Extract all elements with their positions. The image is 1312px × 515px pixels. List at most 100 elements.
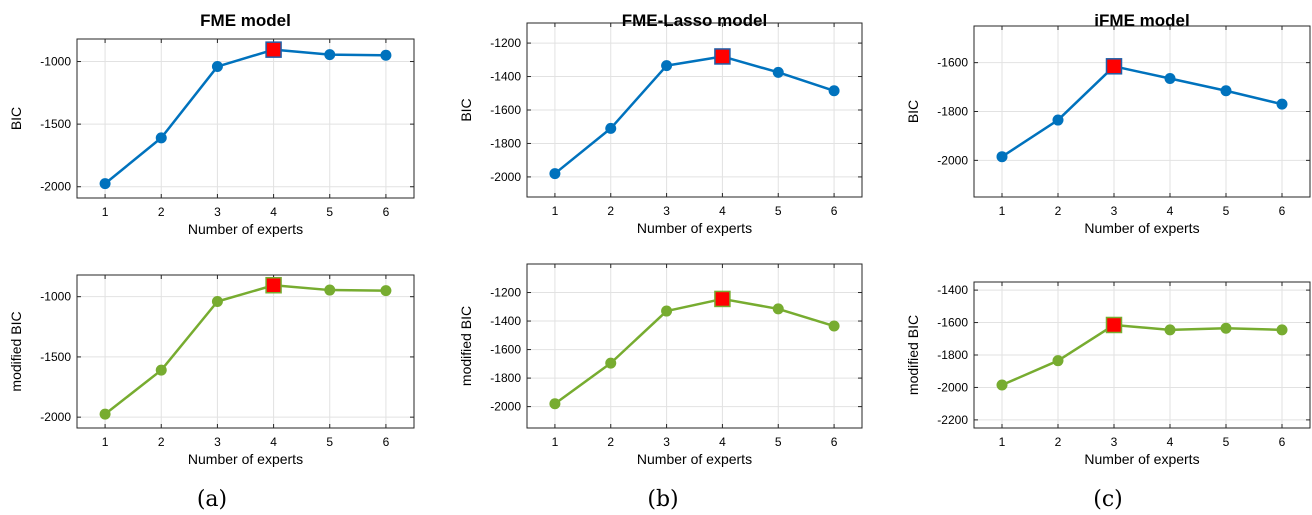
x-tick-label: 5 — [326, 205, 333, 219]
y-tick-label: -1800 — [937, 348, 968, 362]
x-tick-label: 2 — [158, 435, 165, 449]
x-axis-label: Number of experts — [637, 451, 752, 467]
data-point — [211, 61, 223, 73]
x-tick-label: 2 — [158, 205, 165, 219]
y-tick-label: -2000 — [490, 170, 521, 184]
y-tick-label: -1400 — [937, 283, 968, 297]
caption-a: (a) — [197, 487, 227, 512]
y-tick-label: -1000 — [40, 55, 71, 69]
x-tick-label: 6 — [1279, 435, 1286, 449]
x-tick-label: 2 — [607, 204, 614, 218]
series-line — [104, 48, 386, 185]
data-point — [155, 364, 167, 376]
y-tick-label: -1600 — [937, 316, 968, 330]
x-tick-label: 3 — [663, 435, 670, 449]
data-point — [99, 178, 111, 190]
y-tick-label: -1400 — [490, 314, 521, 328]
data-point — [1052, 355, 1064, 367]
caption-c: (c) — [1093, 487, 1123, 512]
selected-point-marker — [1105, 58, 1123, 75]
data-point — [1220, 85, 1232, 97]
x-tick-label: 4 — [719, 435, 726, 449]
data-point — [380, 285, 392, 297]
x-tick-label: 4 — [1167, 435, 1174, 449]
selected-point-marker — [1105, 316, 1123, 334]
y-tick-label: -1600 — [937, 56, 968, 70]
axes-box — [76, 38, 415, 199]
x-tick-label: 1 — [552, 435, 559, 449]
data-point — [661, 305, 673, 317]
x-tick-label: 4 — [719, 204, 726, 218]
fme-lasso-modified-bic-panel: 1 2 3 4 5 6 -2000 -1800 -1600 -1400 -1200 Number of… — [458, 263, 863, 467]
y-axis-label: BIC — [905, 100, 921, 123]
x-axis-label: Number of experts — [188, 451, 303, 467]
chart-title: FME-Lasso model — [622, 11, 767, 30]
ifme-modified-bic-panel: 1 2 3 4 5 6 -2200 -2000 -1800 -1600 -1400 Number of… — [905, 281, 1311, 467]
x-tick-label: 1 — [999, 435, 1006, 449]
fme-bic-panel: 1 2 3 4 5 6 -2000 -1500 -1000 Number of experts BI… — [8, 11, 415, 237]
data-point — [1052, 114, 1064, 126]
x-axis-label: Number of experts — [637, 220, 752, 236]
x-tick-label: 4 — [270, 435, 277, 449]
axes-box — [76, 274, 415, 429]
data-point — [1276, 98, 1288, 110]
fme-lasso-bic-panel: 1 2 3 4 5 6 -2000 -1800 -1600 -1400 -1200 Number of… — [458, 11, 863, 236]
data-point — [324, 49, 336, 61]
data-point — [996, 151, 1008, 163]
data-point — [661, 60, 673, 72]
data-point — [772, 303, 784, 315]
fme-modified-bic-panel: 1 2 3 4 5 6 -2000 -1500 -1000 Number of experts mo… — [8, 274, 415, 467]
y-tick-label: -1800 — [490, 136, 521, 150]
data-point — [549, 168, 561, 180]
x-tick-label: 6 — [1279, 204, 1286, 218]
chart-title: iFME model — [1094, 11, 1189, 30]
x-tick-label: 3 — [1111, 204, 1118, 218]
series-line — [1001, 65, 1283, 158]
y-tick-label: -2000 — [937, 380, 968, 394]
x-tick-label: 4 — [1167, 204, 1174, 218]
y-tick-label: -1800 — [937, 105, 968, 119]
y-tick-label: -1500 — [40, 117, 71, 131]
x-tick-label: 5 — [1223, 435, 1230, 449]
data-point — [380, 49, 392, 61]
data-point — [99, 408, 111, 420]
y-tick-label: -1200 — [490, 286, 521, 300]
data-point — [1220, 322, 1232, 334]
series-line — [1001, 323, 1283, 387]
data-point — [549, 398, 561, 410]
data-point — [1276, 324, 1288, 336]
data-point — [211, 296, 223, 308]
y-tick-label: -2000 — [40, 180, 71, 194]
x-axis-label: Number of experts — [1084, 220, 1199, 236]
data-point — [155, 132, 167, 144]
x-tick-label: 3 — [663, 204, 670, 218]
y-tick-label: -1800 — [490, 371, 521, 385]
caption-b: (b) — [647, 487, 678, 512]
x-tick-label: 2 — [607, 435, 614, 449]
y-tick-label: -2200 — [937, 413, 968, 427]
x-axis-label: Number of experts — [188, 221, 303, 237]
y-tick-label: -2000 — [40, 410, 71, 424]
x-tick-label: 5 — [775, 204, 782, 218]
x-tick-label: 3 — [214, 435, 221, 449]
series-line — [554, 55, 835, 175]
y-axis-label: modified BIC — [8, 311, 24, 391]
y-tick-label: -1200 — [490, 36, 521, 50]
data-point — [828, 85, 840, 97]
x-tick-label: 1 — [102, 435, 109, 449]
data-point — [772, 66, 784, 78]
data-point — [996, 379, 1008, 391]
x-tick-label: 1 — [552, 204, 559, 218]
x-tick-label: 5 — [326, 435, 333, 449]
selected-point-marker — [265, 41, 282, 58]
x-tick-label: 6 — [831, 435, 838, 449]
x-tick-label: 4 — [270, 205, 277, 219]
data-point — [1164, 324, 1176, 336]
x-tick-label: 6 — [383, 205, 390, 219]
data-point — [605, 122, 617, 134]
y-axis-label: modified BIC — [905, 315, 921, 395]
ifme-bic-panel: 1 2 3 4 5 6 -2000 -1800 -1600 Number of experts BI… — [905, 11, 1311, 236]
x-tick-label: 5 — [1223, 204, 1230, 218]
data-point — [324, 284, 336, 296]
data-point — [1164, 73, 1176, 85]
